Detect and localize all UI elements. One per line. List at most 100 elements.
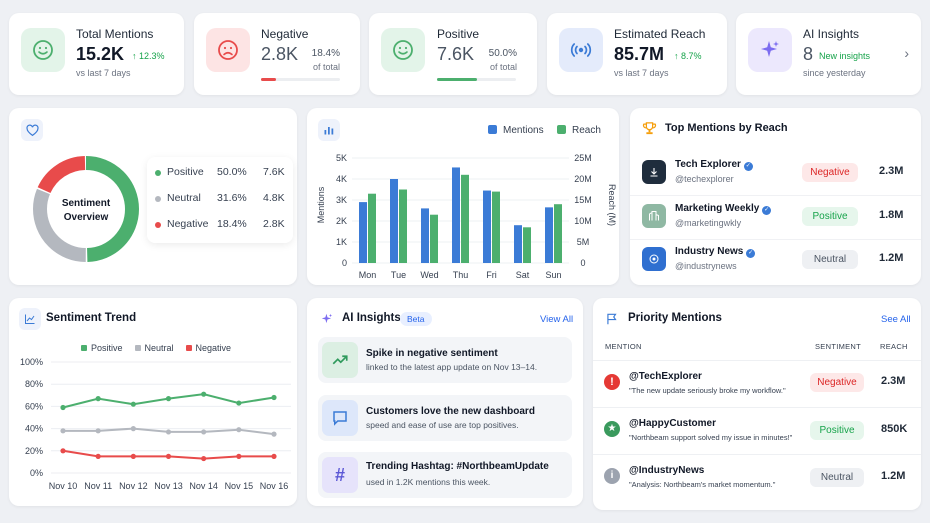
top-mention-row[interactable]: Tech Explorer ✓ @techexplorer Negative 2… [630, 154, 921, 196]
ytick-left: 0 [342, 258, 347, 268]
sentiment-trend-chart: 0% 20% 40% 60% 80% 100% Nov 10 Nov 11 Nov 12 Nov … [20, 357, 291, 491]
xtick: Nov 16 [260, 481, 289, 491]
bar-reach [368, 193, 376, 263]
line-chart-icon [19, 308, 41, 330]
legend-swatch [134, 345, 141, 351]
sentiment-badge: Negative [802, 163, 858, 182]
see-all-link[interactable]: See All [881, 314, 911, 325]
legend-pct: 18.4% [217, 218, 247, 230]
kpi-progress-track [261, 78, 340, 81]
priority-quote: "Analysis: Northbeam's market momentum." [629, 480, 776, 489]
bar-mentions [483, 190, 491, 263]
mentions-reach-card: Mentions Reach 0 0 1K 5M 2K 10M 3K 15M 4K 20M 5K 25… [307, 108, 619, 285]
point-positive [271, 394, 277, 401]
col-sentiment: SENTIMENT [815, 342, 862, 351]
bar-reach [430, 214, 438, 263]
insight-title: Customers love the new dashboard [366, 406, 535, 417]
kpi-progress-track [437, 78, 516, 81]
priority-mentions-title: Priority Mentions [628, 312, 722, 324]
insight-item[interactable]: Spike in negative sentiment linked to th… [318, 337, 572, 383]
top-mention-name: Industry News ✓ [675, 246, 756, 258]
top-mention-row[interactable]: Marketing Weekly ✓ @marketingwkly Positi… [630, 198, 921, 240]
legend-item-negative: Negative [185, 343, 231, 353]
priority-handle: @TechExplorer [629, 371, 702, 382]
chat-icon [322, 400, 358, 436]
top-mention-row[interactable]: Industry News ✓ @industrynews Neutral 1.… [630, 241, 921, 283]
bar-mentions [452, 167, 460, 263]
kpi-title: Negative [261, 27, 309, 41]
sentiment-badge: Neutral [802, 250, 858, 269]
ytick-right: 25M [574, 153, 592, 163]
legend-pct: 31.6% [217, 192, 247, 204]
point-positive [95, 396, 101, 402]
alert-icon: ! [604, 374, 620, 390]
bar-mentions [359, 202, 367, 263]
kpi-progress-fill [261, 78, 276, 81]
xtick: Nov 11 [84, 481, 112, 491]
sparkle-icon [320, 312, 334, 331]
kpi-positive: Positive 7.6K 50.0% of total [369, 13, 537, 95]
kpi-delta: ↑ 12.3% [132, 51, 165, 61]
sentiment-badge: Negative [810, 373, 864, 392]
insight-item[interactable]: # Trending Hashtag: #NorthbeamUpdate use… [318, 452, 572, 498]
xtick: Sat [516, 270, 530, 280]
insight-desc: linked to the latest app update on Nov 1… [366, 362, 538, 372]
point-negative [165, 453, 172, 459]
point-negative [271, 453, 277, 459]
star-icon: ★ [604, 421, 620, 437]
priority-row[interactable]: i @IndustryNews "Analysis: Northbeam's m… [593, 454, 921, 500]
insight-desc: used in 1.2K mentions this week. [366, 477, 491, 487]
legend-label: Negative [167, 218, 209, 230]
kpi-ai-insights[interactable]: AI Insights 8 New insights since yesterd… [736, 13, 921, 95]
sentiment-badge: Neutral [810, 468, 864, 487]
point-neutral [130, 426, 136, 432]
top-mentions-title: Top Mentions by Reach [665, 122, 788, 134]
broadcast-icon [559, 28, 603, 72]
priority-row[interactable]: ★ @HappyCustomer "Northbeam support solv… [593, 407, 921, 453]
xtick: Nov 15 [225, 481, 254, 491]
sentiment-badge: Positive [802, 207, 858, 226]
ytick-right: 20M [574, 174, 592, 184]
point-negative [236, 453, 242, 459]
kpi-value: 7.6K [437, 44, 475, 64]
kpi-sub: of total [489, 62, 517, 72]
legend-swatch [185, 345, 192, 351]
ytick-left: 2K [336, 216, 347, 226]
chevron-right-icon: › [904, 45, 909, 61]
priority-handle: @HappyCustomer [629, 418, 716, 429]
bar-reach [399, 189, 407, 263]
point-neutral [60, 428, 66, 434]
hashtag-icon: # [322, 457, 358, 493]
donut-slice-positive [33, 156, 139, 262]
mentions-reach-chart: 0 0 1K 5M 2K 10M 3K 15M 4K 20M 5K 25M Mon Tue Wed Thu Fr… [316, 153, 617, 280]
point-negative [201, 455, 207, 462]
kpi-pct: 50.0% [488, 48, 517, 59]
smile-icon [21, 28, 65, 72]
bar-mentions [390, 179, 398, 263]
priority-row[interactable]: ! @TechExplorer "The new update seriousl… [593, 360, 921, 406]
kpi-title: AI Insights [803, 27, 860, 41]
legend-row-neutral: Neutral 31.6% 4.8K [155, 192, 287, 206]
insight-title: Spike in negative sentiment [366, 348, 498, 359]
kpi-negative: Negative 2.8K 18.4% of total [194, 13, 360, 95]
legend-count: 7.6K [263, 166, 285, 178]
point-neutral [236, 427, 242, 433]
point-positive [130, 401, 136, 407]
priority-quote: "The new update seriously broke my workf… [629, 386, 786, 395]
xtick: Tue [391, 270, 406, 280]
legend-mentions: Mentions [488, 125, 544, 136]
ytick-right: 15M [574, 195, 592, 205]
kpi-total-mentions: Total Mentions 15.2K ↑ 12.3% vs last 7 d… [9, 13, 184, 95]
kpi-value: 15.2K [76, 44, 125, 64]
view-all-link[interactable]: View All [540, 314, 574, 325]
verified-icon: ✓ [746, 249, 756, 258]
top-mention-reach: 2.3M [879, 165, 904, 177]
ylabel-right: Reach (M) [607, 184, 617, 226]
insight-item[interactable]: Customers love the new dashboard speed a… [318, 395, 572, 441]
kpi-estimated-reach: Estimated Reach 85.7M ↑ 8.7% vs last 7 d… [547, 13, 727, 95]
point-neutral [165, 429, 172, 435]
kpi-progress-fill [437, 78, 477, 81]
col-reach: REACH [880, 342, 908, 351]
trend-legend: Positive Neutral Negative [81, 343, 243, 353]
xtick: Sun [545, 270, 561, 280]
